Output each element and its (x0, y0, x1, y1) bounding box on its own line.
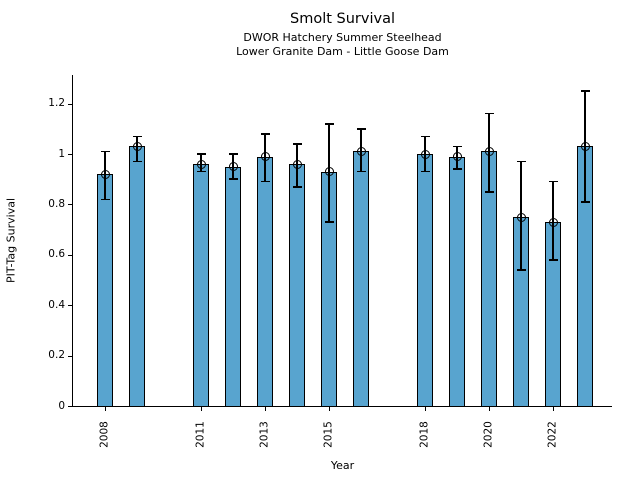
error-cap-bottom-2018 (420, 170, 430, 173)
point-marker-2019 (452, 152, 462, 162)
y-tick-label: 0.4 (48, 298, 65, 311)
y-tick-mark (68, 355, 72, 357)
point-marker-2022 (548, 217, 558, 227)
error-cap-top-2018 (420, 135, 430, 138)
x-tick-mark (489, 407, 490, 411)
bar-2012 (225, 166, 241, 407)
bar-2014 (289, 164, 305, 407)
point-marker-2015 (324, 167, 334, 177)
chart-title: Smolt Survival (290, 11, 395, 27)
y-tick-label: 0.6 (48, 248, 65, 261)
y-tick-label: 1.2 (48, 97, 65, 110)
x-tick-label: 2020 (482, 421, 494, 448)
point-marker-2008 (100, 169, 110, 179)
error-cap-bottom-2013 (260, 180, 270, 183)
bar-2013 (257, 156, 273, 407)
error-cap-bottom-2015 (324, 221, 334, 223)
bar-2019 (449, 156, 465, 407)
point-marker-2021 (516, 212, 526, 222)
x-tick-label: 2015 (322, 421, 334, 448)
y-tick-mark (68, 254, 72, 256)
point-marker-2020 (484, 146, 494, 156)
point-marker-2013 (260, 152, 270, 162)
bar-2008 (97, 174, 113, 407)
point-marker-2012 (228, 162, 238, 172)
y-tick-label: 1 (58, 147, 65, 160)
error-cap-top-2009 (132, 135, 142, 138)
y-tick-label: 0.2 (48, 349, 65, 362)
error-cap-top-2013 (260, 133, 270, 135)
error-cap-top-2016 (356, 128, 366, 130)
error-cap-bottom-2008 (100, 198, 110, 201)
point-marker-2014 (292, 159, 302, 169)
x-axis-line (72, 406, 612, 407)
error-cap-bottom-2016 (356, 170, 366, 173)
x-tick-mark (201, 407, 202, 411)
y-tick-label: 0.8 (48, 197, 65, 210)
error-cap-top-2008 (100, 150, 110, 153)
y-tick-mark (68, 103, 72, 105)
bar-2016 (353, 151, 369, 407)
error-cap-top-2021 (516, 160, 526, 163)
bar-2011 (193, 164, 209, 407)
point-marker-2018 (420, 149, 430, 159)
point-marker-2009 (132, 141, 142, 151)
x-tick-mark (553, 407, 554, 411)
error-cap-bottom-2022 (548, 259, 558, 261)
bar-2018 (417, 154, 433, 407)
x-tick-label: 2018 (418, 421, 430, 448)
x-axis-label: Year (330, 459, 355, 472)
error-cap-bottom-2012 (228, 178, 238, 180)
point-marker-2016 (356, 146, 366, 156)
error-cap-top-2012 (228, 153, 238, 155)
error-cap-bottom-2023 (580, 201, 590, 203)
error-cap-top-2022 (548, 180, 558, 183)
error-cap-bottom-2014 (292, 186, 302, 188)
y-tick-mark (68, 154, 72, 155)
y-tick-mark (68, 406, 72, 407)
error-cap-bottom-2011 (196, 170, 206, 173)
point-marker-2023 (580, 141, 590, 151)
x-tick-label: 2011 (194, 421, 206, 448)
error-cap-top-2015 (324, 123, 334, 125)
x-tick-label: 2013 (258, 421, 270, 448)
x-tick-mark (425, 407, 426, 411)
y-tick-mark (68, 204, 72, 206)
error-cap-top-2023 (580, 90, 590, 92)
error-cap-top-2014 (292, 143, 302, 145)
x-tick-mark (265, 407, 266, 411)
bar-2009 (129, 146, 145, 407)
y-axis-line (72, 75, 73, 407)
y-tick-label: 0 (58, 399, 65, 412)
error-cap-top-2019 (452, 145, 462, 148)
y-axis-label: PIT-Tag Survival (4, 198, 18, 284)
x-tick-label: 2008 (98, 421, 110, 448)
error-cap-bottom-2020 (484, 191, 494, 193)
x-tick-mark (105, 407, 106, 411)
error-cap-top-2020 (484, 112, 494, 115)
error-cap-top-2011 (196, 153, 206, 155)
error-cap-bottom-2021 (516, 269, 526, 271)
y-tick-mark (68, 305, 72, 307)
chart-subtitle-line2: Lower Granite Dam - Little Goose Dam (236, 45, 449, 58)
error-cap-bottom-2019 (452, 168, 462, 170)
error-cap-bottom-2009 (132, 160, 142, 163)
point-marker-2011 (196, 159, 206, 169)
chart-subtitle-line1: DWOR Hatchery Summer Steelhead (243, 31, 442, 44)
x-tick-mark (329, 407, 330, 411)
x-tick-label: 2022 (546, 421, 558, 448)
